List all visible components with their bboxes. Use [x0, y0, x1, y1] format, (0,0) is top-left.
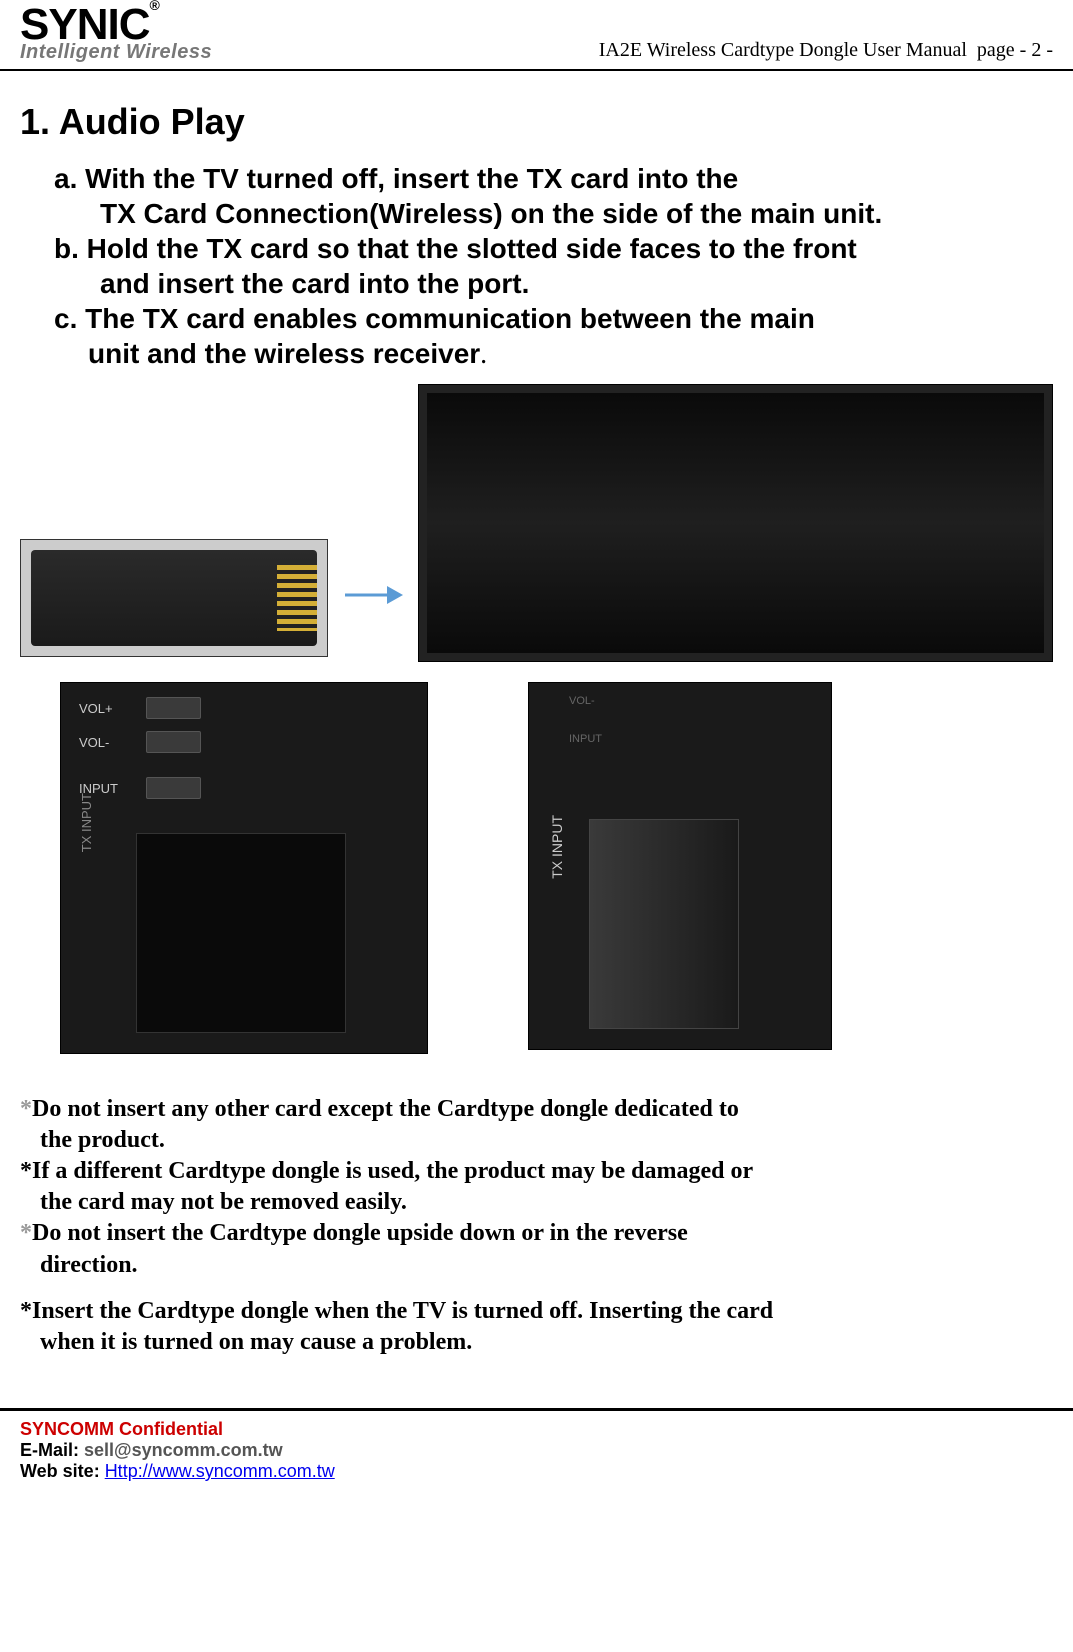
note4-line1: *Insert the Cardtype dongle when the TV …	[20, 1296, 1053, 1327]
panel2-volminus-label: VOL-	[569, 695, 595, 707]
tx-card-connector	[277, 565, 317, 631]
note3-line2: direction.	[20, 1250, 1053, 1281]
note1-line2: the product.	[20, 1125, 1053, 1156]
footer-web-label: Web site:	[20, 1461, 105, 1481]
footer-confidential: SYNCOMM Confidential	[20, 1419, 1053, 1440]
panel1-volplus-label: VOL+	[79, 701, 113, 716]
step-c-period: .	[480, 339, 487, 370]
note2-line1: *If a different Cardtype dongle is used,…	[20, 1156, 1053, 1187]
arrow-icon	[343, 576, 403, 620]
logo-registered: ®	[149, 0, 158, 13]
step-a-line2: TX Card Connection(Wireless) on the side…	[54, 196, 1053, 231]
note1-star: *	[20, 1096, 32, 1122]
note-3: *Do not insert the Cardtype dongle upsid…	[20, 1218, 1053, 1280]
tx-card-body	[31, 550, 317, 646]
content-area: 1. Audio Play a. With the TV turned off,…	[0, 71, 1073, 1369]
note1-line1: Do not insert any other card except the …	[32, 1096, 739, 1122]
note-4: *Insert the Cardtype dongle when the TV …	[20, 1296, 1053, 1358]
panel2-txinput-label: TX INPUT	[549, 815, 565, 879]
step-a-line1: a. With the TV turned off, insert the TX…	[54, 161, 1053, 196]
footer: SYNCOMM Confidential E-Mail: sell@syncom…	[0, 1408, 1073, 1502]
tv-back-panel	[427, 393, 1044, 653]
footer-url[interactable]: Http://www.syncomm.com.tw	[105, 1461, 335, 1481]
image-side-panel-inserted: VOL- INPUT TX INPUT	[528, 682, 832, 1050]
page-container: SYNIC® Intelligent Wireless IA2E Wireles…	[0, 0, 1073, 1502]
logo-main: SYNIC®	[20, 5, 212, 45]
step-c-line2-wrap: unit and the wireless receiver.	[54, 338, 487, 369]
doc-title: IA2E Wireless Cardtype Dongle User Manua…	[599, 39, 967, 62]
step-b-line1: b. Hold the TX card so that the slotted …	[54, 231, 1053, 266]
image-row-1	[20, 384, 1053, 662]
notes-block: *Do not insert any other card except the…	[20, 1094, 1053, 1359]
image-tx-card	[20, 539, 328, 657]
image-row-2: VOL+ VOL- INPUT TX INPUT VOL- INPUT TX I…	[20, 682, 1053, 1054]
panel1-volplus-btn	[146, 697, 201, 719]
page-number: page - 2 -	[977, 39, 1053, 62]
step-b-line2: and insert the card into the port.	[54, 266, 1053, 301]
image-tv-back	[418, 384, 1053, 662]
logo-block: SYNIC® Intelligent Wireless	[20, 5, 212, 64]
panel1-input-btn	[146, 777, 201, 799]
note2-line2: the card may not be removed easily.	[20, 1187, 1053, 1218]
panel2-tx-slot-card	[589, 819, 739, 1029]
panel1-volminus-label: VOL-	[79, 735, 109, 750]
logo-text: SYNIC	[20, 0, 149, 49]
step-c-line2: unit and the wireless receiver	[54, 338, 480, 369]
note3-line1: Do not insert the Cardtype dongle upside…	[32, 1220, 688, 1246]
footer-web-line: Web site: Http://www.syncomm.com.tw	[20, 1461, 1053, 1482]
step-b: b. Hold the TX card so that the slotted …	[20, 231, 1053, 301]
panel1-txinput-label: TX INPUT	[79, 793, 94, 852]
step-c: c. The TX card enables communication bet…	[20, 301, 1053, 372]
panel2-input-label: INPUT	[569, 733, 602, 745]
panel1-tx-slot	[136, 833, 346, 1033]
header-bar: SYNIC® Intelligent Wireless IA2E Wireles…	[0, 0, 1073, 71]
footer-email: sell@syncomm.com.tw	[84, 1440, 283, 1460]
note-2: *If a different Cardtype dongle is used,…	[20, 1156, 1053, 1218]
footer-email-label: E-Mail:	[20, 1440, 84, 1460]
note-1: *Do not insert any other card except the…	[20, 1094, 1053, 1156]
note4-line2: when it is turned on may cause a problem…	[20, 1327, 1053, 1358]
header-right: IA2E Wireless Cardtype Dongle User Manua…	[599, 39, 1053, 64]
section-title: 1. Audio Play	[20, 101, 1053, 143]
footer-email-line: E-Mail: sell@syncomm.com.tw	[20, 1440, 1053, 1461]
step-a: a. With the TV turned off, insert the TX…	[20, 161, 1053, 231]
image-side-panel-empty: VOL+ VOL- INPUT TX INPUT	[60, 682, 428, 1054]
step-c-line1: c. The TX card enables communication bet…	[54, 301, 1053, 336]
note3-star: *	[20, 1220, 32, 1246]
panel1-volminus-btn	[146, 731, 201, 753]
